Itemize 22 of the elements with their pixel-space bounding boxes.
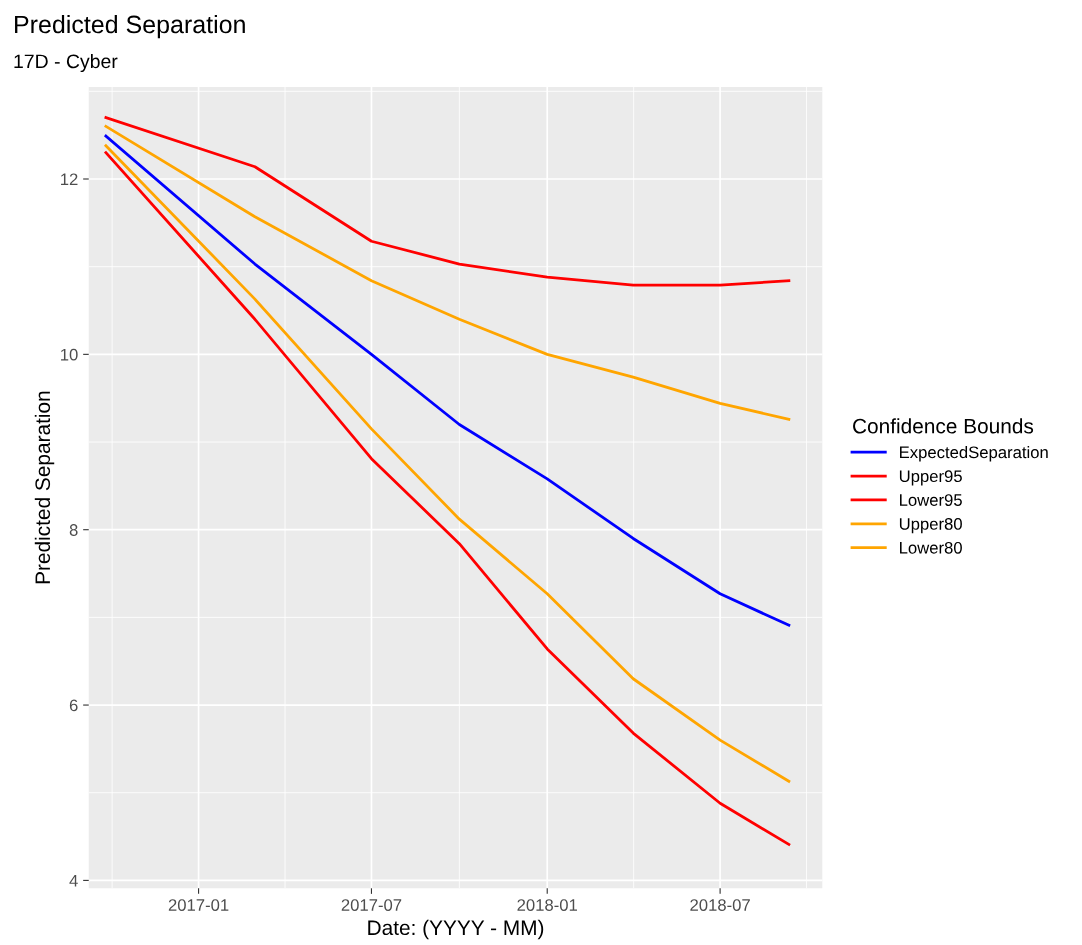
- legend-label: ExpectedSeparation: [900, 445, 1048, 462]
- legend-title: Confidence Bounds: [853, 418, 1034, 434]
- x-tick-label: 2018-01: [517, 899, 577, 911]
- x-tick-label: 2017-07: [341, 899, 402, 911]
- x-tick-label: 2017-01: [168, 899, 229, 911]
- x-axis-title: Date: (YYYY - MM): [368, 919, 544, 940]
- line-series: [104, 125, 791, 421]
- y-tick-label: 10: [61, 348, 78, 361]
- chart-title: Predicted Separation: [15, 14, 245, 39]
- y-tick-label: 6: [69, 699, 78, 712]
- y-tick-label: 4: [69, 874, 78, 887]
- y-tick-label: 12: [61, 173, 78, 186]
- line-series: [104, 116, 791, 287]
- y-tick-label: 8: [69, 524, 78, 536]
- legend-label: Lower95: [900, 494, 962, 506]
- legend-label: Upper80: [899, 518, 962, 534]
- legend-label: Upper95: [899, 470, 962, 486]
- x-tick-label: 2018-07: [690, 899, 750, 911]
- line-series: [104, 134, 791, 627]
- legend-label: Lower80: [900, 541, 962, 554]
- chart-subtitle: 17D - Cyber: [14, 53, 118, 73]
- y-axis-title: Predicted Separation: [34, 391, 55, 584]
